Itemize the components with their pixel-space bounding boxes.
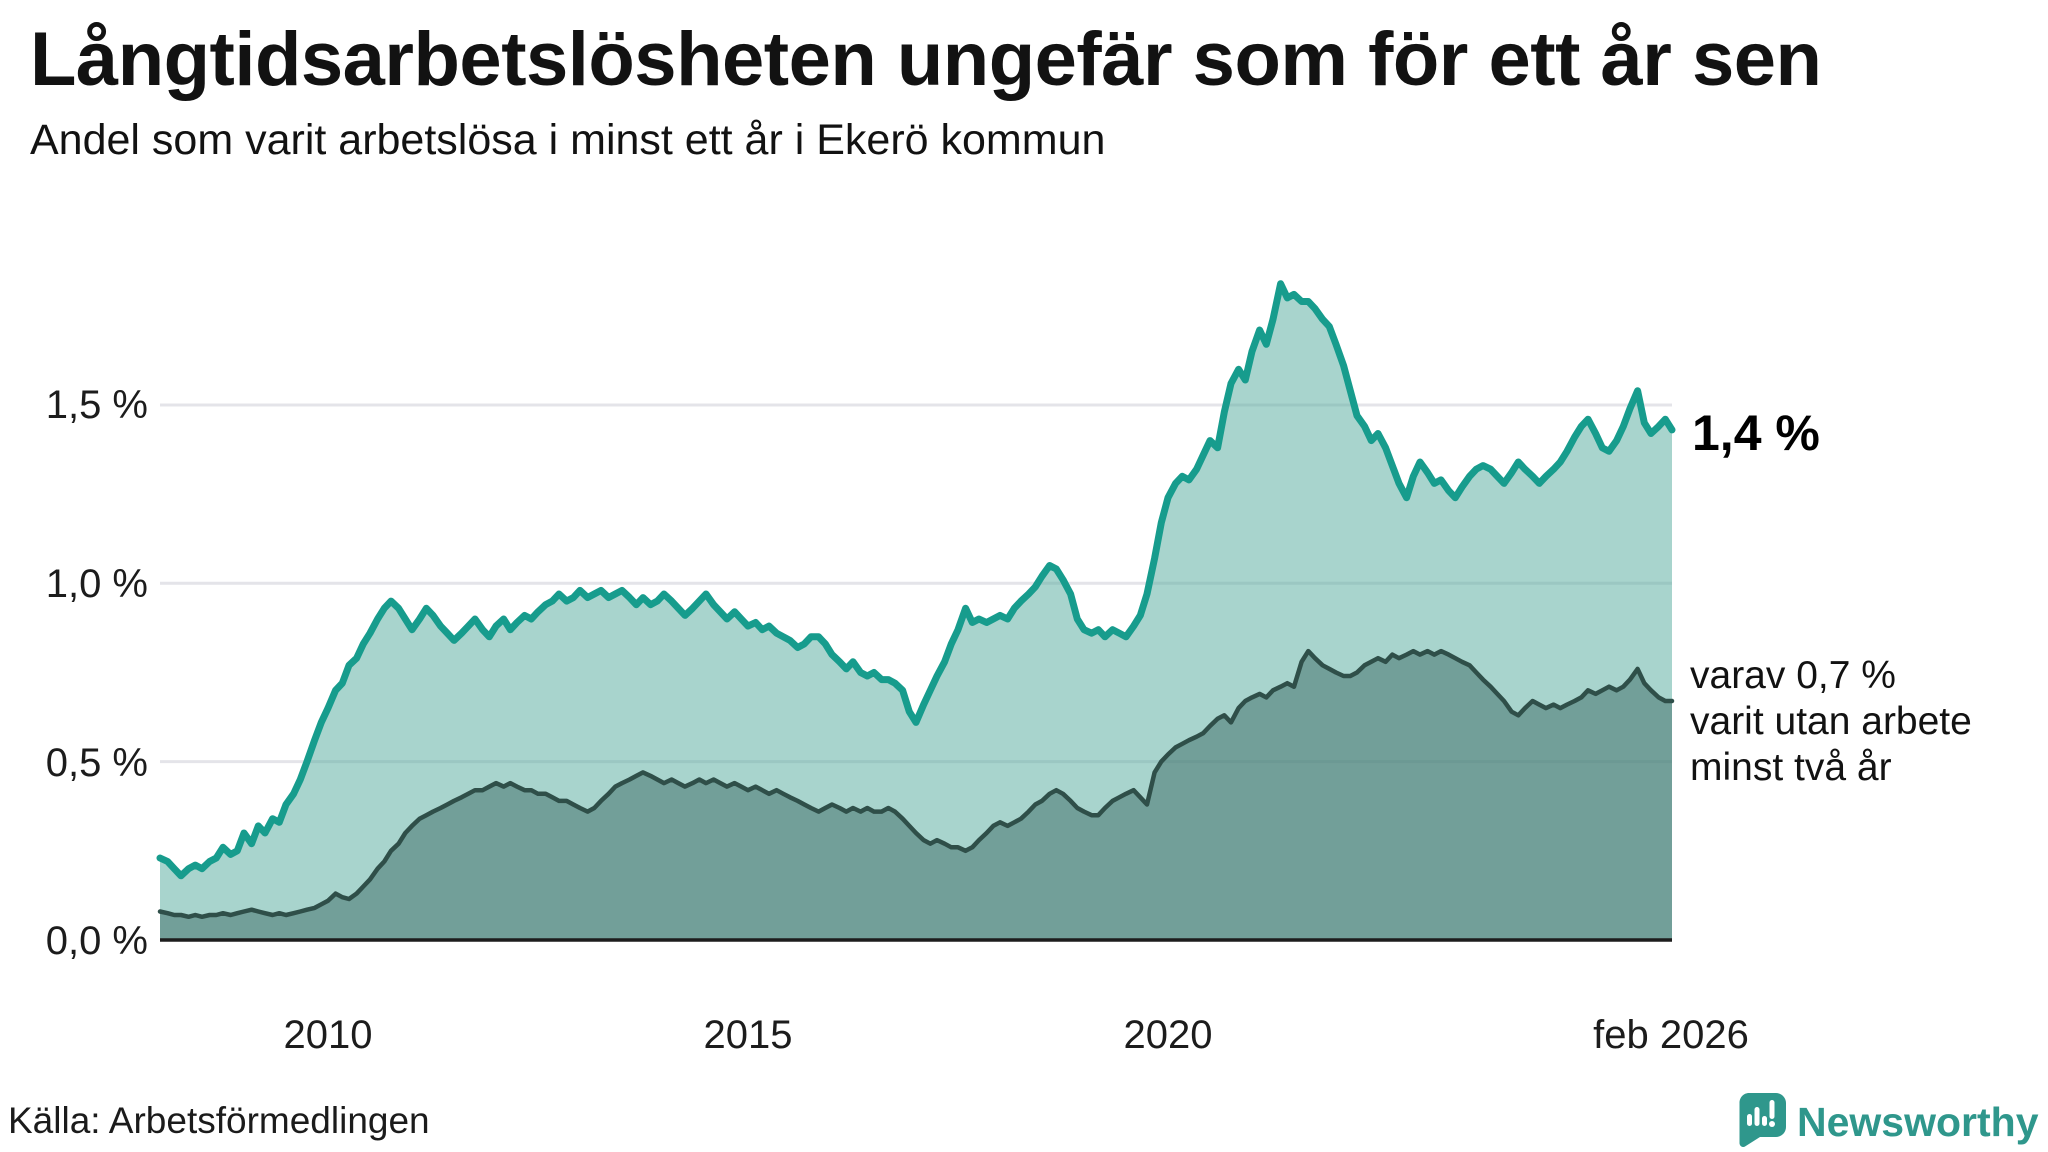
side-note-line-2: varit utan arbete <box>1690 700 1972 743</box>
end-value-label: 1,4 % <box>1692 405 1820 461</box>
x-tick-2015: 2015 <box>703 1013 793 1057</box>
source-text: Källa: Arbetsförmedlingen <box>8 1100 430 1141</box>
y-tick-0-5: 0,5 % <box>45 741 148 785</box>
area-very-long-term <box>160 651 1672 940</box>
x-tick-2020: 2020 <box>1123 1013 1213 1057</box>
y-tick-1-0: 1,0 % <box>45 562 148 606</box>
line-very-long-term <box>157 648 1675 920</box>
y-tick-1-5: 1,5 % <box>45 383 148 427</box>
page-title: Långtidsarbetslösheten ungefär som för e… <box>30 17 1822 102</box>
x-tick-2010: 2010 <box>283 1013 373 1057</box>
newsworthy-logo-text: Newsworthy <box>1797 1099 2039 1145</box>
side-note-line-1: varav 0,7 % <box>1690 654 1896 697</box>
line-long-term <box>156 280 1676 880</box>
newsworthy-logo-icon <box>1739 1093 1786 1147</box>
page-subtitle: Andel som varit arbetslösa i minst ett å… <box>30 116 1106 164</box>
x-tick-feb-2026: feb 2026 <box>1593 1013 1749 1057</box>
y-tick-0-0: 0,0 % <box>45 919 148 963</box>
side-note: varav 0,7 % varit utan arbete minst två … <box>1690 653 1972 791</box>
side-note-line-3: minst två år <box>1690 746 1892 789</box>
